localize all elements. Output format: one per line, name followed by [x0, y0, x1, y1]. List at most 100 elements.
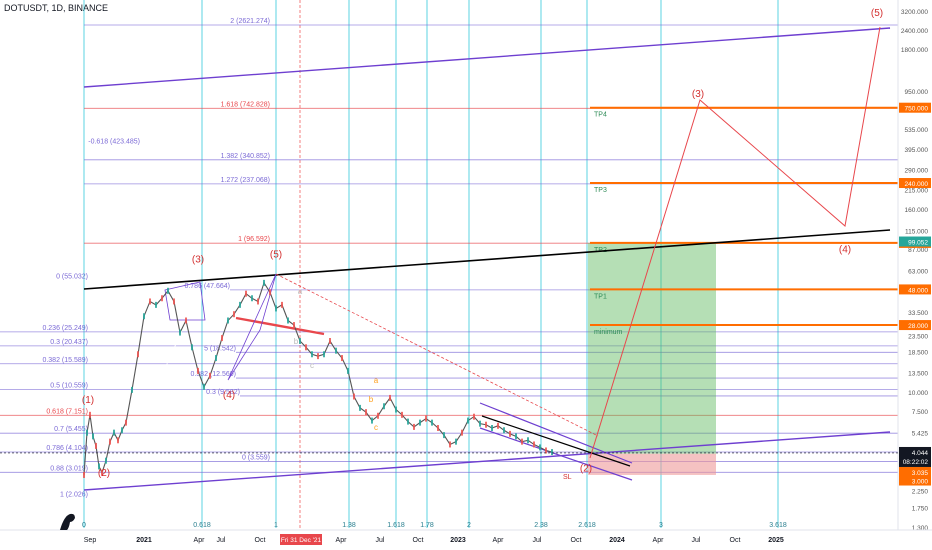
fib-level-label: 0 (55.032)	[56, 273, 88, 280]
candle	[473, 413, 475, 420]
price-tick-label: 63.000	[908, 268, 928, 275]
time-fib-label: 1	[274, 522, 278, 529]
take-profit-zone	[588, 242, 716, 454]
stop-loss-label: SL	[563, 474, 572, 481]
candle	[227, 317, 229, 324]
candle	[101, 469, 103, 476]
fib-level-label: 0.88 (3.019)	[50, 465, 88, 472]
stop-loss-zone	[588, 453, 716, 475]
time-axis-label: Jul	[376, 537, 385, 544]
price-tick-label: 13.500	[908, 370, 928, 377]
candle	[515, 433, 517, 440]
candle	[89, 411, 91, 418]
price-tick-label: 115.000	[905, 229, 928, 236]
current-price-tag-bg	[899, 446, 931, 467]
fib-level-label: 0.3 (20.437)	[50, 339, 88, 346]
cursor-date-label: Fri 31 Dec '21	[281, 537, 322, 544]
wave-label: (2)	[98, 468, 110, 479]
fib-level-label: 0.236 (25.249)	[42, 325, 88, 332]
tradingview-logo	[60, 513, 75, 530]
fib-level-label: 0 (3.559)	[242, 454, 270, 461]
time-fib-label: 3.618	[769, 522, 787, 529]
candle	[121, 427, 123, 434]
price-tick-label: 2.250	[912, 489, 929, 496]
fib-level-label: 0.7 (5.455)	[54, 426, 88, 433]
candle	[335, 347, 337, 354]
candle	[109, 438, 111, 445]
time-axis-label: 2024	[609, 537, 625, 544]
time-axis-label: Jul	[692, 537, 701, 544]
lower-channel-line	[83, 431, 891, 491]
candle	[389, 394, 391, 401]
fib-level-label: 1.382 (340.852)	[221, 153, 270, 160]
minor-wave-label: c	[310, 361, 314, 370]
wave-labels: (1) (2) (3) (4) (5) (2) (3) (4) (5) a b c a b c	[82, 8, 883, 479]
candle	[431, 419, 433, 426]
candle	[401, 411, 403, 418]
fib-level-label: 1.272 (237.068)	[221, 177, 270, 184]
candle	[173, 298, 175, 305]
candle	[137, 351, 139, 358]
candle	[317, 353, 319, 360]
time-axis-label: Apr	[653, 537, 665, 544]
time-axis-label: 2021	[136, 537, 152, 544]
price-tick-label: 2400.000	[901, 28, 928, 35]
extra-price-tag-bg	[899, 236, 931, 247]
wave-label: (4)	[223, 390, 235, 401]
time-fib-label: 2	[467, 522, 471, 529]
price-series	[83, 279, 553, 478]
candle	[419, 419, 421, 426]
candle	[413, 423, 415, 430]
candle	[341, 355, 343, 362]
price-tick-label: 160.000	[905, 207, 929, 214]
minor-wave-label: a	[374, 376, 379, 385]
target-price-tag: 240.000	[905, 181, 929, 188]
minor-wave-label: a	[298, 287, 303, 296]
time-axis-label: Apr	[336, 537, 348, 544]
wave-label: (5)	[270, 249, 282, 260]
candle	[509, 430, 511, 437]
wave-label: (1)	[82, 395, 94, 406]
fib-level-label: -0.618 (423.485)	[88, 138, 140, 145]
candle	[281, 301, 283, 308]
candle	[323, 351, 325, 358]
candle	[545, 447, 547, 454]
wave-label: (3)	[692, 89, 704, 100]
target-price-tag: 28.000	[908, 323, 928, 330]
candle	[257, 298, 259, 305]
price-tick-label: 395.000	[905, 147, 929, 154]
time-axis-label: Apr	[493, 537, 505, 544]
time-axis-label: Jul	[217, 537, 226, 544]
time-axis-label: Oct	[255, 537, 266, 544]
fib-level-label: 2 (2621.274)	[230, 18, 270, 25]
time-fib-lines: 0 0.618 1 1.38 1.618 1.78 2 2.38 2.618 3 3.618	[82, 0, 787, 529]
candle	[443, 432, 445, 439]
candle	[425, 415, 427, 422]
candle	[287, 317, 289, 324]
target-price-tag: 48.000	[908, 287, 928, 294]
fib-level-label: 0.618 (7.151)	[46, 408, 88, 415]
candle	[233, 311, 235, 318]
time-axis-label: Oct	[413, 537, 424, 544]
falling-channel-bottom	[479, 427, 633, 481]
time-axis-label: Oct	[571, 537, 582, 544]
candle	[245, 290, 247, 297]
candle	[353, 393, 355, 400]
candle	[449, 441, 451, 448]
candle	[503, 427, 505, 434]
upper-channel-line	[83, 27, 891, 88]
time-axis-label: Sep	[84, 537, 97, 544]
candle	[455, 438, 457, 445]
time-fib-label: 2.618	[578, 522, 596, 529]
time-axis[interactable]: Sep 2021 Apr Jul Oct Apr Jul Oct 2023 Apr Jul Oct 20…	[0, 529, 932, 550]
candle	[209, 372, 211, 379]
price-line	[83, 281, 553, 475]
candle	[221, 335, 223, 342]
wave-label: (2)	[580, 464, 592, 475]
candle	[149, 298, 151, 305]
price-tick-label: 1.300	[912, 525, 929, 532]
price-tick-label: 1800.000	[901, 47, 928, 54]
candle	[269, 289, 271, 296]
